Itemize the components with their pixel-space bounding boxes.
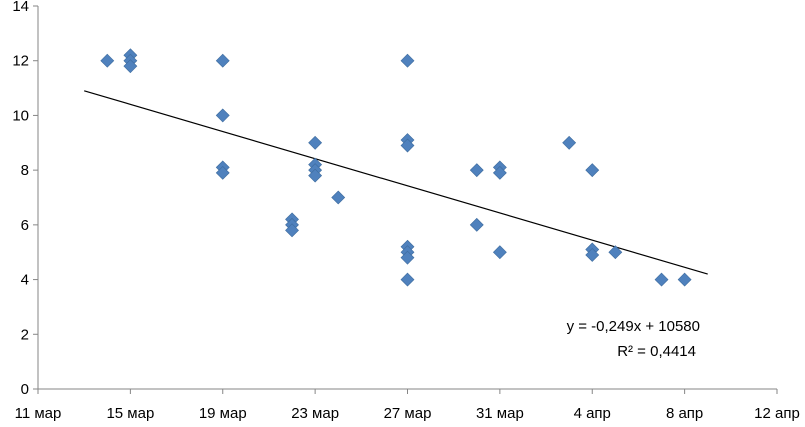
x-tick-label: 27 мар	[384, 405, 432, 422]
trendline	[84, 90, 708, 275]
x-tick-label: 19 мар	[199, 405, 247, 422]
x-axis-ticks: 11 мар 15 мар 19 мар 23 мар 27 мар 31 мар 4 ап…	[15, 389, 800, 422]
trendline-r-squared: R² = 0,4414	[617, 343, 696, 360]
data-point	[677, 272, 692, 287]
data-point	[469, 163, 484, 178]
data-point	[100, 53, 115, 68]
y-tick-label: 4	[21, 272, 29, 289]
data-point	[123, 59, 138, 74]
data-point	[308, 168, 323, 183]
data-point	[285, 223, 299, 238]
data-point	[331, 190, 346, 205]
y-tick-label: 2	[21, 326, 29, 343]
data-point	[585, 163, 600, 178]
x-tick-label: 15 мар	[106, 405, 154, 422]
data-point	[608, 245, 623, 260]
x-tick-label: 8 апр	[666, 405, 703, 422]
data-point	[400, 53, 415, 68]
data-point	[469, 217, 484, 232]
y-tick-label: 14	[12, 0, 29, 15]
data-point	[400, 138, 415, 153]
y-tick-label: 0	[21, 381, 29, 398]
x-tick-label: 4 апр	[574, 405, 611, 422]
data-point	[400, 250, 415, 265]
y-axis-ticks: 0 2 4 6 8 10 12 14	[12, 0, 38, 398]
data-point	[215, 165, 230, 180]
trendline-equation: y = -0,249x + 10580	[567, 318, 700, 335]
data-point	[492, 245, 507, 260]
data-point	[492, 165, 507, 180]
data-point	[308, 135, 323, 150]
y-tick-label: 12	[12, 53, 29, 70]
y-tick-label: 10	[12, 107, 29, 124]
y-tick-label: 8	[21, 162, 29, 179]
data-points	[100, 48, 692, 287]
data-point	[562, 135, 577, 150]
data-point	[215, 108, 230, 123]
data-point	[215, 53, 230, 68]
x-tick-label: 11 мар	[15, 405, 62, 422]
data-point	[654, 272, 669, 287]
x-tick-label: 23 мар	[291, 405, 339, 422]
data-point	[585, 248, 600, 262]
data-point	[400, 272, 415, 287]
y-tick-label: 6	[21, 217, 29, 234]
x-tick-label: 12 апр	[754, 405, 800, 422]
x-tick-label: 31 мар	[476, 405, 524, 422]
